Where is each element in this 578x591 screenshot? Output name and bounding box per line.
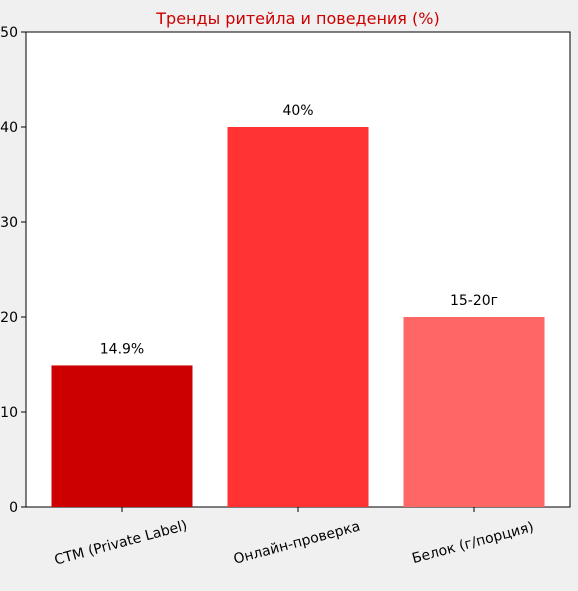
bar (227, 127, 369, 507)
data-labels: 14.9% 40% 15-20г (100, 103, 498, 357)
y-tick-label: 10 (0, 405, 18, 421)
x-tick-label: Белок (г/порция) (410, 519, 535, 567)
bars (51, 127, 545, 507)
x-axis: СТМ (Private Label) Онлайн-проверка Белок … (53, 507, 536, 569)
x-tick-label: Онлайн-проверка (232, 519, 362, 568)
x-tick-label: СТМ (Private Label) (53, 518, 189, 569)
y-tick-label: 0 (9, 500, 18, 516)
y-tick-label: 20 (0, 310, 18, 326)
data-label: 15-20г (450, 293, 498, 309)
y-tick-label: 50 (0, 25, 18, 41)
y-axis: 0 10 20 30 40 50 (0, 25, 26, 516)
y-tick-label: 30 (0, 215, 18, 231)
data-label: 14.9% (100, 341, 144, 357)
bar (403, 317, 545, 507)
chart-title: Тренды ритейла и поведения (%) (155, 9, 439, 28)
data-label: 40% (282, 103, 313, 119)
y-tick-label: 40 (0, 120, 18, 136)
bar (51, 365, 193, 507)
